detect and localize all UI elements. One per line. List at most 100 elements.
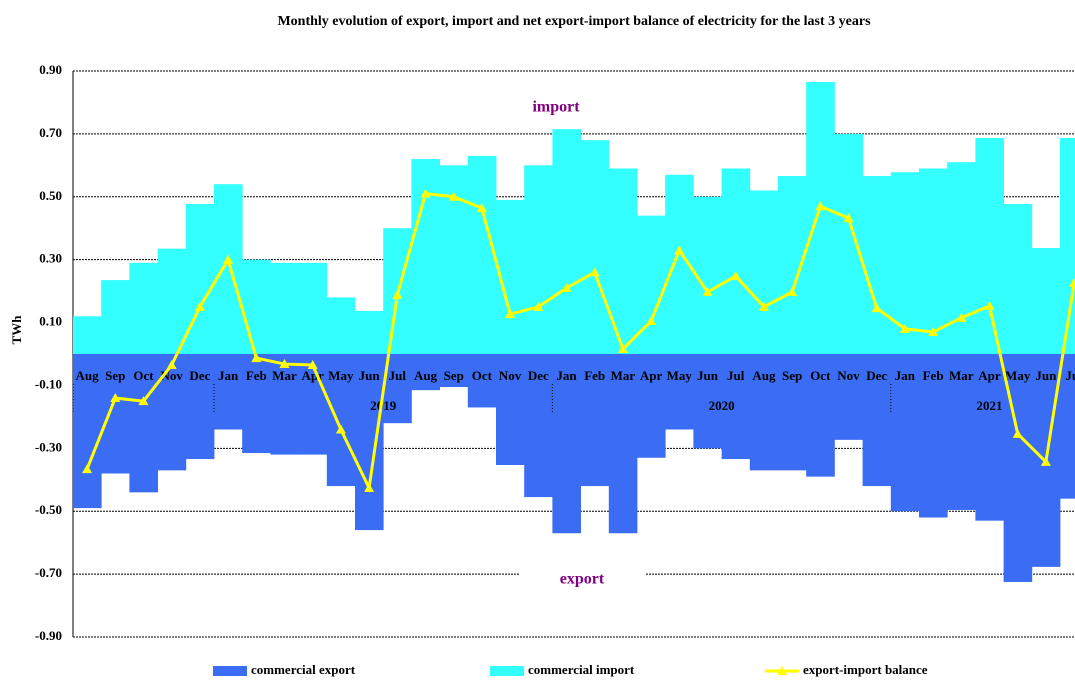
y-axis-label: TWh bbox=[9, 315, 24, 345]
x-tick-label: Jul bbox=[1065, 368, 1075, 383]
x-tick-label: Dec bbox=[866, 368, 887, 383]
x-tick-label: Jul bbox=[389, 368, 407, 383]
balance-marker bbox=[251, 353, 262, 363]
bar bbox=[326, 297, 356, 354]
balance-marker bbox=[476, 203, 487, 213]
legend-label: commercial import bbox=[528, 662, 635, 677]
y-tick-label: 0.50 bbox=[39, 188, 62, 203]
balance-marker bbox=[815, 201, 826, 211]
bar bbox=[721, 354, 751, 460]
bar bbox=[129, 262, 158, 354]
balance-marker bbox=[702, 287, 713, 297]
balance-marker bbox=[166, 360, 177, 370]
bar bbox=[73, 316, 102, 354]
x-tick-label: Jun bbox=[359, 368, 381, 383]
y-tick-label: 0.10 bbox=[39, 314, 62, 329]
balance-marker bbox=[505, 309, 516, 319]
bar bbox=[552, 129, 581, 354]
balance-marker bbox=[843, 213, 854, 223]
x-tick-label: Feb bbox=[584, 368, 605, 383]
balance-marker bbox=[279, 359, 290, 369]
annotation: import bbox=[532, 99, 580, 116]
balance-marker bbox=[984, 300, 995, 310]
bar bbox=[580, 354, 610, 487]
x-tick-label: Nov bbox=[499, 368, 522, 383]
legend-label: commercial export bbox=[251, 662, 356, 677]
x-tick-label: Aug bbox=[752, 368, 776, 383]
bar bbox=[749, 354, 779, 471]
balance-marker bbox=[899, 323, 910, 333]
bar bbox=[947, 162, 976, 354]
balance-marker bbox=[307, 360, 318, 370]
bar bbox=[242, 259, 271, 354]
bar bbox=[637, 215, 666, 354]
balance-marker bbox=[787, 287, 798, 297]
bar bbox=[355, 354, 384, 531]
y-tick-label: -0.10 bbox=[35, 376, 62, 391]
bar bbox=[496, 354, 525, 465]
balance-marker bbox=[871, 303, 882, 313]
bar bbox=[637, 354, 666, 458]
bar bbox=[552, 354, 581, 534]
x-tick-label: Sep bbox=[105, 368, 125, 383]
bar bbox=[129, 354, 158, 493]
bar bbox=[580, 140, 610, 354]
bar bbox=[101, 354, 130, 474]
balance-marker bbox=[1069, 277, 1075, 287]
bar bbox=[749, 190, 779, 354]
y-tick-label: -0.30 bbox=[35, 439, 62, 454]
bar bbox=[975, 137, 1004, 354]
balance-marker bbox=[758, 301, 769, 311]
balance-marker bbox=[617, 343, 628, 353]
balance-marker bbox=[364, 482, 375, 492]
y-tick-label: 0.90 bbox=[39, 62, 62, 77]
bar bbox=[1031, 248, 1061, 354]
bar bbox=[862, 176, 892, 354]
x-tick-label: Apr bbox=[640, 368, 663, 383]
balance-marker bbox=[533, 301, 544, 311]
x-tick-label: Jan bbox=[895, 368, 916, 383]
balance-marker bbox=[420, 188, 431, 198]
bar bbox=[524, 354, 553, 498]
x-tick-label: Jul bbox=[727, 368, 745, 383]
bar bbox=[467, 155, 497, 354]
x-tick-label: Jan bbox=[218, 368, 239, 383]
balance-marker bbox=[110, 393, 121, 403]
bar bbox=[834, 354, 863, 440]
x-tick-label: Oct bbox=[133, 368, 154, 383]
x-tick-label: May bbox=[1005, 368, 1031, 383]
legend-swatch bbox=[490, 666, 524, 676]
year-label: 2020 bbox=[709, 398, 735, 413]
bar bbox=[439, 354, 469, 388]
x-tick-label: May bbox=[328, 368, 354, 383]
bar bbox=[157, 354, 187, 471]
y-tick-label: 0.70 bbox=[39, 125, 62, 140]
bar bbox=[214, 354, 243, 430]
x-tick-label: Jan bbox=[556, 368, 577, 383]
x-tick-label: Apr bbox=[978, 368, 1001, 383]
bar bbox=[298, 354, 328, 455]
legend-swatch bbox=[213, 666, 247, 676]
bar bbox=[411, 159, 440, 354]
x-tick-label: Aug bbox=[414, 368, 438, 383]
bar bbox=[806, 82, 835, 354]
bar bbox=[524, 165, 553, 354]
x-tick-label: Mar bbox=[949, 368, 974, 383]
bar bbox=[665, 354, 694, 430]
bar bbox=[411, 354, 440, 391]
bar bbox=[185, 354, 215, 460]
balance-marker bbox=[561, 282, 572, 292]
legend-label: export-import balance bbox=[803, 662, 928, 677]
y-tick-label: -0.50 bbox=[35, 502, 62, 517]
balance-marker bbox=[956, 312, 967, 322]
bar bbox=[355, 310, 384, 354]
bar bbox=[975, 354, 1004, 521]
balance-marker bbox=[335, 424, 346, 434]
balance-marker bbox=[194, 301, 205, 311]
bar bbox=[270, 262, 299, 354]
x-tick-label: Oct bbox=[810, 368, 831, 383]
annotation-bg bbox=[520, 568, 646, 592]
year-label: 2021 bbox=[977, 398, 1003, 413]
bar bbox=[185, 204, 215, 354]
